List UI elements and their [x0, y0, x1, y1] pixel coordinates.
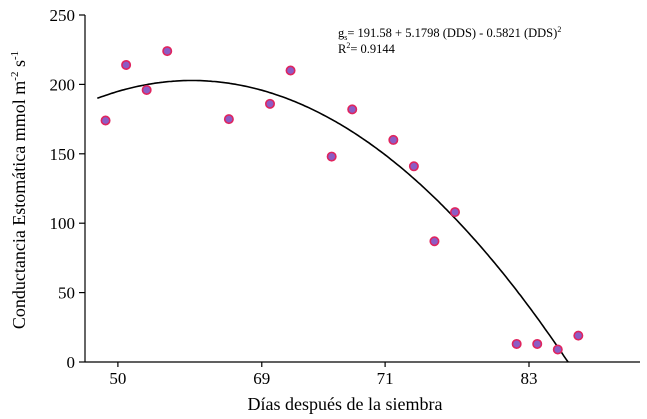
data-point [408, 161, 419, 172]
r-squared: R2= 0.9144 [338, 41, 396, 56]
y-tick-label: 50 [58, 284, 75, 303]
y-axis-title-main: Conductancia Estomática mmol m [9, 81, 29, 329]
x-tick-label: 69 [253, 369, 270, 388]
r2-label: R [338, 42, 347, 56]
y-axis-title-sup1: -2 [9, 72, 21, 81]
data-point [100, 115, 111, 126]
data-point [223, 114, 234, 125]
y-tick-label: 0 [67, 353, 76, 372]
axes [84, 15, 640, 363]
eq-body: = 191.58 + 5.1798 (DDS) - 0.5821 (DDS) [347, 26, 557, 40]
regression-equation: gs= 191.58 + 5.1798 (DDS) - 0.5821 (DDS)… [338, 25, 561, 42]
y-axis-title-mid: s [9, 60, 29, 72]
data-point [511, 338, 522, 349]
r2-value: = 0.9144 [350, 42, 395, 56]
data-point [326, 151, 337, 162]
x-tick-label: 83 [521, 369, 538, 388]
data-point [162, 46, 173, 57]
y-tick-label: 150 [50, 145, 76, 164]
trend-curve [97, 79, 569, 363]
data-point [121, 59, 132, 70]
data-point [552, 344, 563, 355]
data-point [264, 98, 275, 109]
x-tick-label: 50 [109, 369, 126, 388]
data-point [388, 134, 399, 145]
data-point [573, 330, 584, 341]
eq-sup: 2 [557, 25, 561, 34]
data-point [347, 104, 358, 115]
x-tick-label: 71 [377, 369, 394, 388]
r2-sup: 2 [346, 41, 350, 50]
x-ticks: 50 69 71 83 [109, 362, 538, 388]
y-tick-label: 100 [50, 214, 76, 233]
eq-g: g [338, 26, 345, 40]
y-ticks: 0 50 100 150 200 250 [50, 6, 85, 372]
data-point [449, 207, 460, 218]
data-points [100, 46, 584, 355]
y-tick-label: 250 [50, 6, 76, 25]
data-point [285, 65, 296, 76]
data-point [532, 338, 543, 349]
eq-g-sub: s [344, 33, 347, 42]
y-tick-label: 200 [50, 75, 76, 94]
data-point [141, 84, 152, 95]
y-axis-title: Conductancia Estomática mmol m-2 s-1 [9, 51, 29, 329]
x-axis-title: Días después de la siembra [248, 394, 443, 414]
y-axis-title-sup2: -1 [9, 51, 21, 60]
data-point [429, 236, 440, 247]
